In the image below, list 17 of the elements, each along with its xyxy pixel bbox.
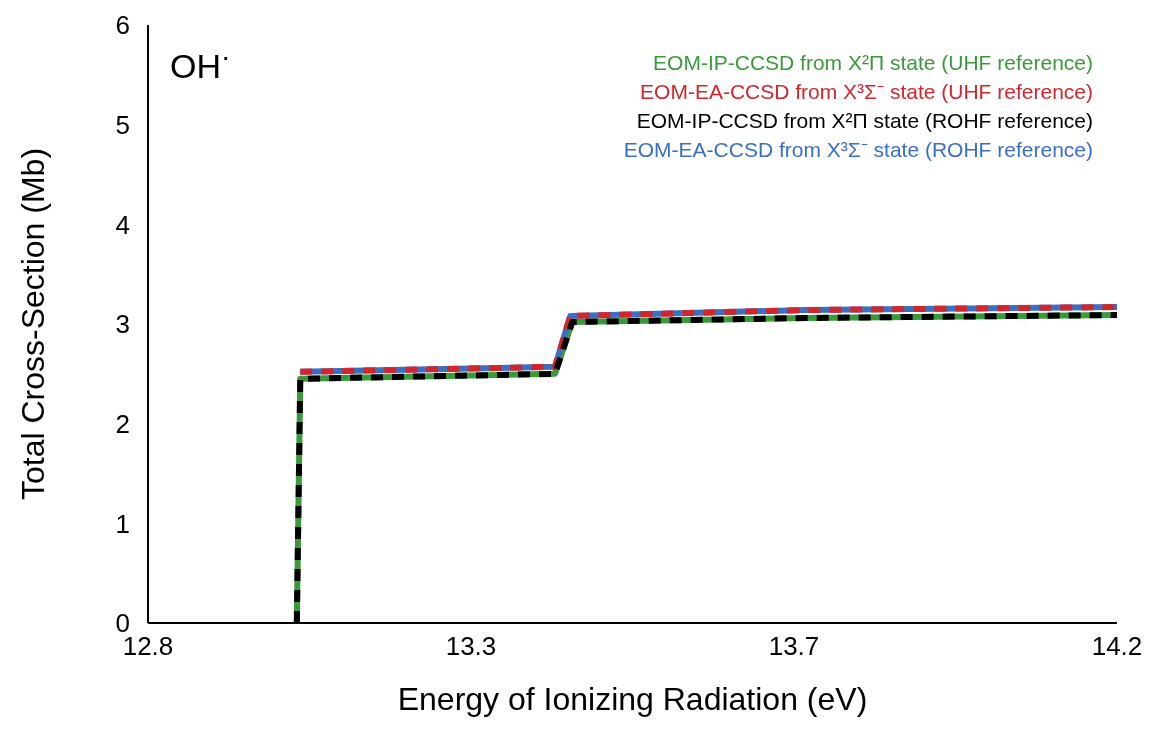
x-tick-label: 14.2 [1091, 631, 1143, 662]
y-tick-label: 3 [115, 309, 130, 340]
y-tick-label: 5 [115, 109, 130, 140]
x-tick-label: 13.3 [445, 631, 497, 662]
text: EOM-EA-CCSD from X³Σ⁻ state (UHF reference) [639, 79, 1093, 105]
text: OH$^{·}$ [170, 40, 231, 87]
x-tick-label: 12.8 [122, 631, 174, 662]
y-tick-label: 4 [115, 209, 130, 240]
y-tick-label: 6 [115, 10, 130, 41]
text: EOM-EA-CCSD from X³Σ⁻ state (ROHF reference) [623, 137, 1093, 163]
x-tick-label: 13.7 [768, 631, 820, 662]
y-axis-title: Total Cross-Section (Mb) [15, 147, 52, 501]
text: EOM-IP-CCSD from X²Π state (ROHF reference) [635, 108, 1093, 134]
y-tick-label: 1 [115, 508, 130, 539]
text: EOM-IP-CCSD from X²Π state (UHF reference) [652, 50, 1093, 76]
x-axis-title: Energy of Ionizing Radiation (eV) [397, 681, 868, 717]
y-tick-label: 2 [115, 408, 130, 439]
